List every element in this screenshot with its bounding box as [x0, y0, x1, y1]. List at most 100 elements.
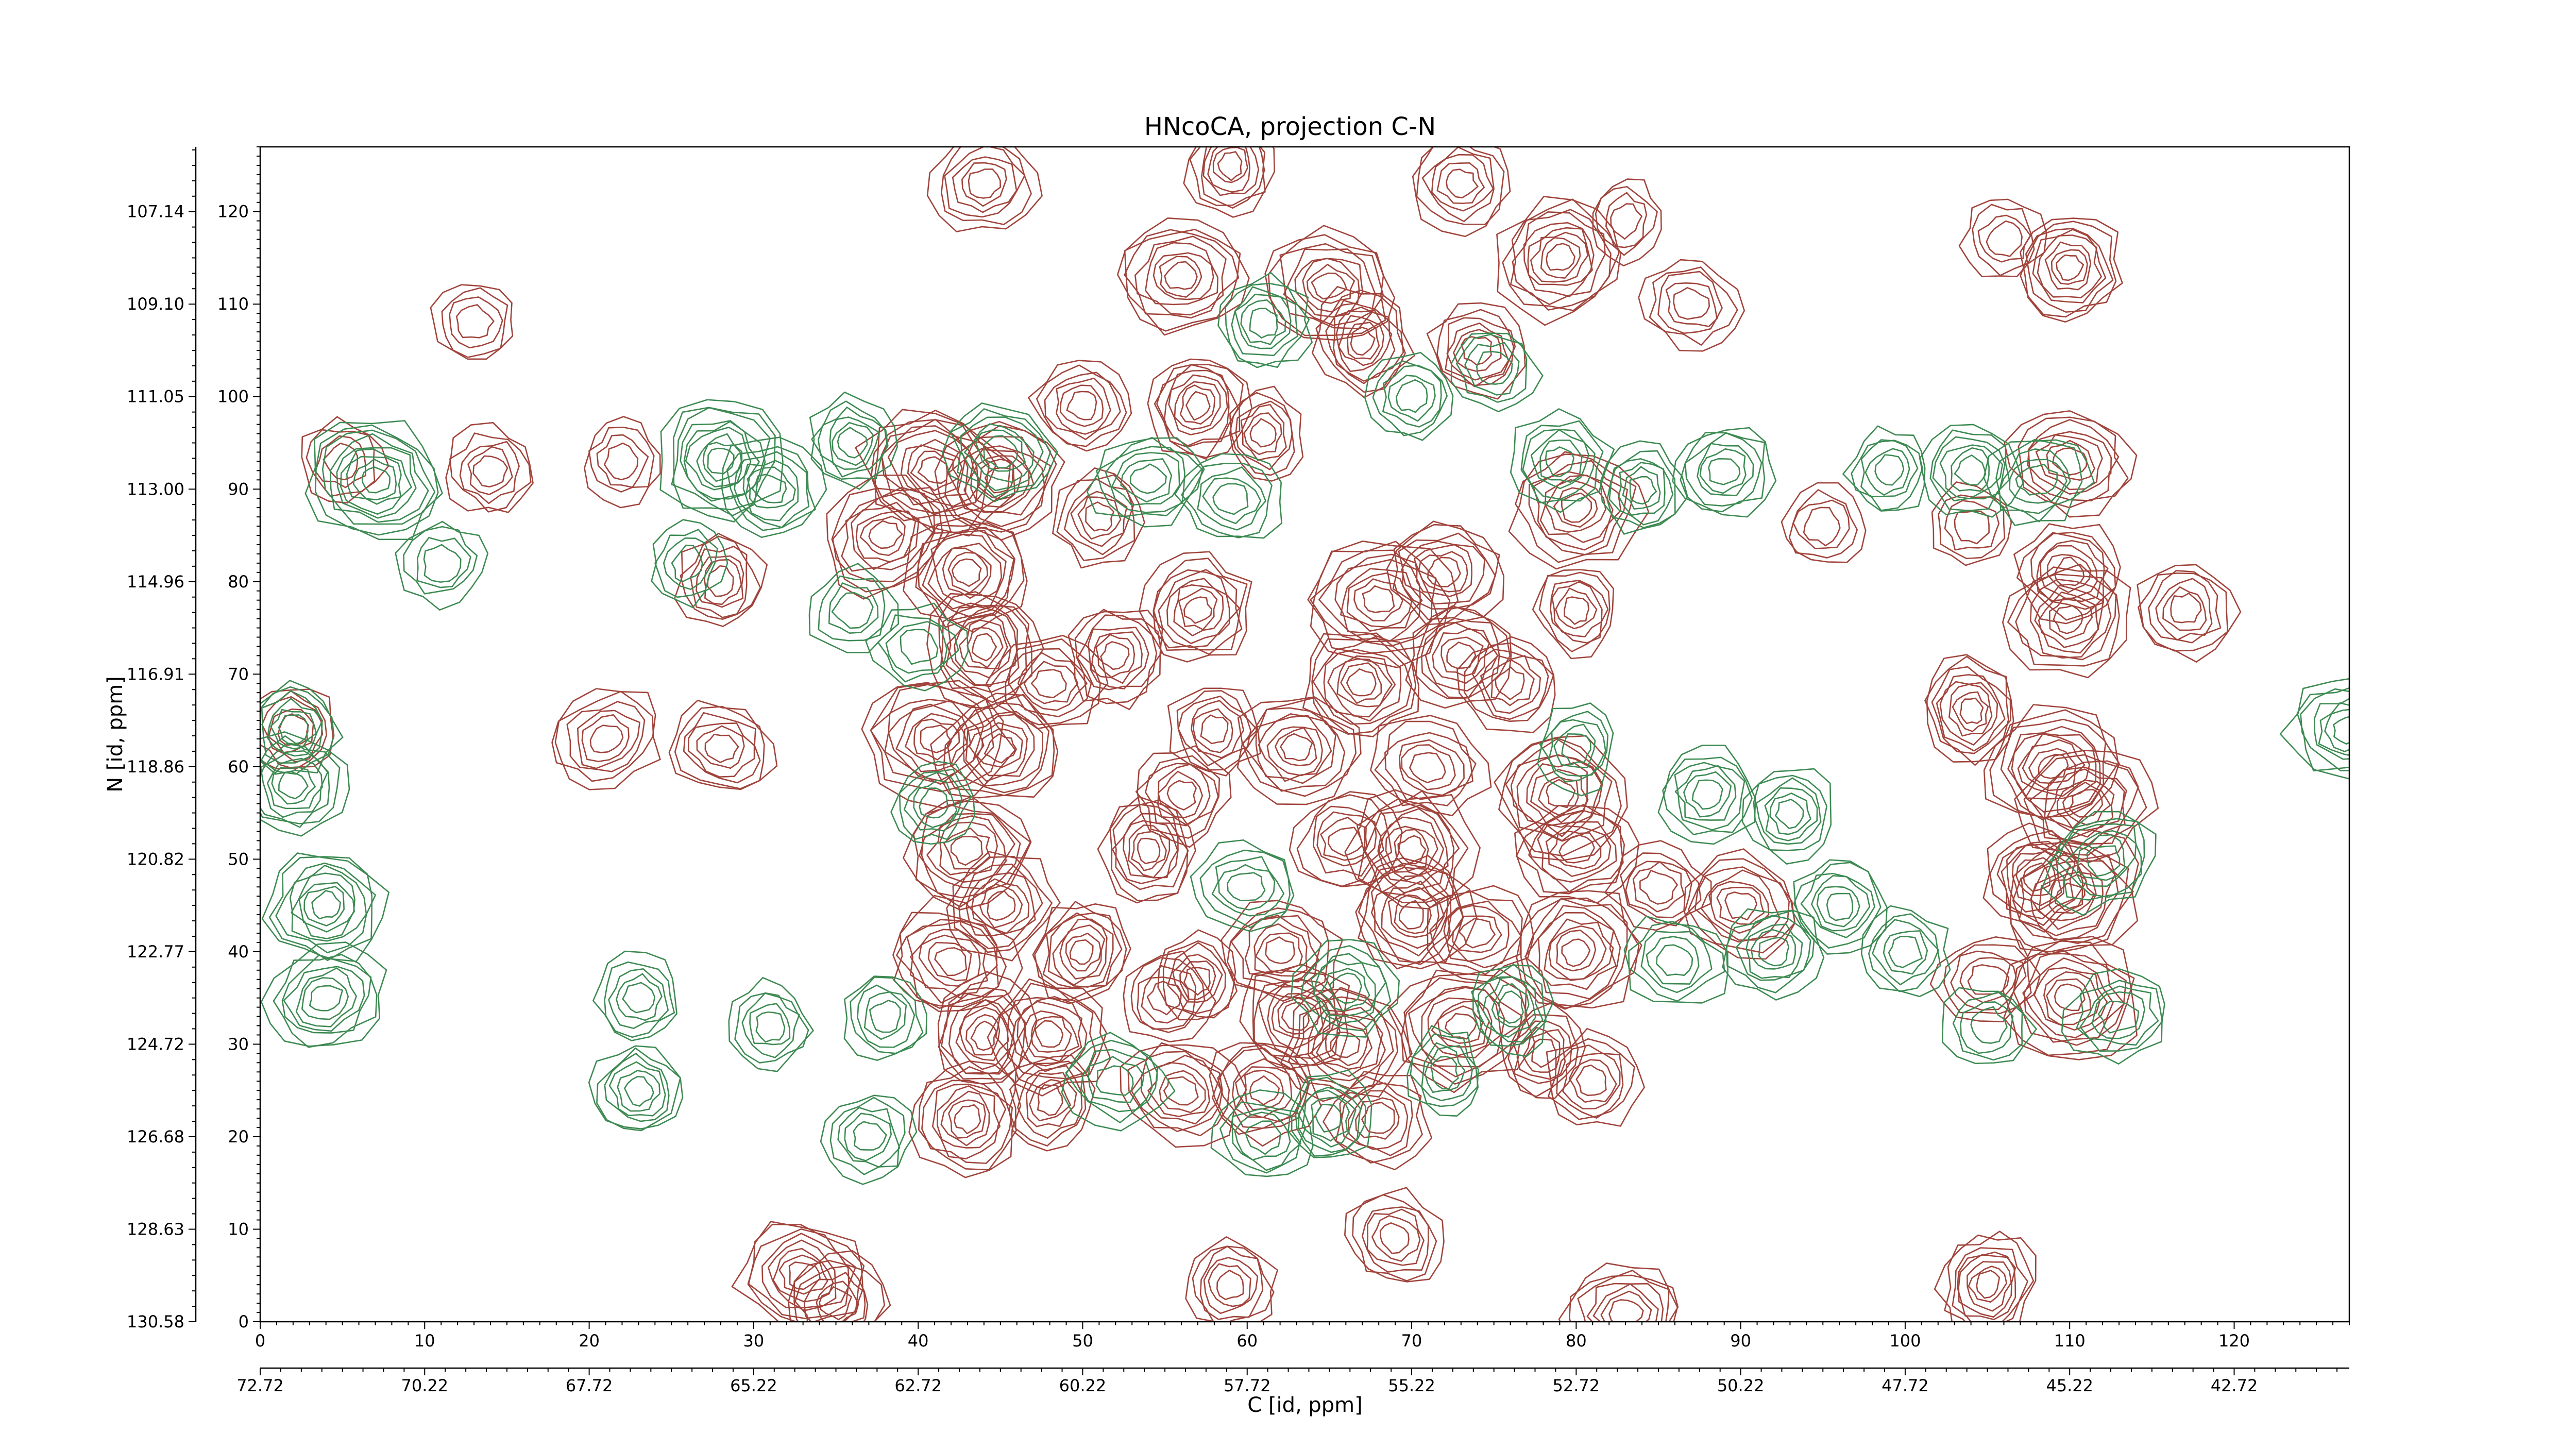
positive-contour-level [1456, 636, 1556, 733]
positive-contour-level [1986, 220, 2023, 257]
negative-contour-level [850, 976, 924, 1054]
positive-contour-level [1958, 1254, 2016, 1318]
negative-contour-level [1697, 443, 1754, 496]
positive-peak [908, 1060, 1022, 1178]
positive-contour-level [1639, 869, 1678, 905]
positive-contour-level [1159, 1070, 1206, 1114]
positive-contour-level [1412, 147, 1511, 238]
positive-contour-level [2043, 971, 2100, 1025]
positive-contour-level [1977, 214, 2031, 263]
positive-contour-level [963, 449, 1035, 514]
positive-contour-level [943, 827, 991, 870]
positive-contour-level [2054, 983, 2086, 1012]
positive-contour-level [1608, 1299, 1644, 1322]
negative-contour-level [817, 407, 889, 478]
positive-peak [445, 422, 534, 513]
positive-contour-level [907, 444, 963, 496]
positive-contour-level [1135, 755, 1221, 839]
positive-contour-level [1592, 1283, 1659, 1322]
positive-contour-level [1241, 707, 1346, 792]
positive-contour-level [1090, 631, 1143, 684]
negative-contour-level [1382, 364, 1442, 428]
positive-contour-level [1131, 831, 1167, 871]
positive-contour-level [1385, 825, 1438, 876]
positive-contour-level [1044, 372, 1121, 441]
positive-contour-level [1216, 1269, 1244, 1301]
positive-contour-level [1944, 1231, 2035, 1322]
positive-contour-level [961, 162, 1007, 207]
negative-contour-level [2042, 811, 2157, 916]
positive-contour-level [1059, 384, 1104, 427]
negative-contour-level [1753, 774, 1828, 851]
negative-contour-level [1816, 886, 1860, 928]
positive-contour-level [1649, 266, 1738, 346]
negative-contour-level [1950, 447, 1990, 492]
negative-contour-level [659, 399, 784, 523]
negative-contour-level [275, 862, 377, 954]
positive-contour-level [1516, 754, 1602, 837]
positive-peak [2137, 564, 2242, 663]
positive-contour-level [1340, 568, 1423, 632]
negative-contour-level [1735, 915, 1811, 981]
positive-contour-level [680, 535, 761, 620]
negative-contour-level [1410, 1033, 1479, 1107]
positive-contour-level [1665, 282, 1718, 327]
positive-contour-level [1123, 950, 1216, 1043]
positive-contour-level [1134, 235, 1227, 316]
negative-peak [261, 852, 389, 962]
positive-contour-level [965, 714, 1035, 782]
negative-contour-level [853, 1121, 887, 1151]
negative-peak [1217, 272, 1313, 368]
positive-contour-level [918, 1066, 1018, 1171]
positive-contour-level [1600, 1290, 1652, 1322]
positive-peak [1496, 195, 1622, 326]
y-ppm-tick-label: 118.86 [127, 757, 184, 777]
positive-contour-level [927, 941, 972, 982]
positive-contour-level [2046, 440, 2095, 481]
positive-contour-level [1394, 894, 1432, 934]
negative-contour-level [346, 456, 402, 505]
positive-contour-level [1431, 154, 1494, 212]
negative-contour-level [260, 735, 341, 824]
positive-contour-level [1537, 821, 1617, 883]
positive-peak [930, 693, 1059, 799]
positive-contour-level [888, 699, 985, 782]
positive-contour-level [1032, 903, 1131, 1004]
negative-contour-level [671, 544, 703, 583]
positive-contour-level [1421, 986, 1502, 1062]
positive-contour-level [2007, 563, 2120, 667]
positive-contour-level [1620, 852, 1702, 926]
positive-contour-level [1311, 272, 1347, 300]
positive-contour-level [1524, 905, 1621, 1000]
positive-contour-level [1059, 924, 1106, 980]
negative-contour-level [696, 433, 743, 487]
negative-contour-level [278, 714, 309, 745]
negative-contour-level [900, 629, 939, 665]
negative-contour-level [1657, 745, 1756, 845]
y-index-tick-label: 40 [228, 942, 249, 962]
negative-contour-level [1683, 771, 1732, 818]
negative-contour-level [1674, 765, 1737, 821]
positive-contour-level [2030, 532, 2105, 610]
positive-contour-level [1311, 286, 1416, 398]
negative-contour-level [1291, 939, 1400, 1038]
positive-contour-level [1381, 880, 1445, 949]
negative-contour-level [755, 1011, 786, 1043]
negative-contour-level [1522, 429, 1596, 500]
positive-contour-level [1279, 243, 1384, 330]
y-index-tick-label: 90 [228, 479, 249, 499]
positive-contour-level [1490, 659, 1535, 706]
y-ppm-tick-label: 107.14 [127, 202, 184, 222]
positive-contour-level [1460, 336, 1493, 366]
positive-contour-level [794, 1265, 869, 1322]
positive-contour-level [1128, 824, 1171, 879]
negative-contour-level [1298, 1087, 1361, 1153]
positive-peak [1052, 467, 1145, 569]
positive-contour-level [2011, 726, 2101, 813]
positive-contour-level [1207, 147, 1250, 193]
negative-contour-level [1225, 282, 1310, 368]
negative-contour-level [1942, 987, 2037, 1065]
positive-contour-level [1327, 655, 1396, 718]
negative-contour-level [361, 466, 391, 494]
